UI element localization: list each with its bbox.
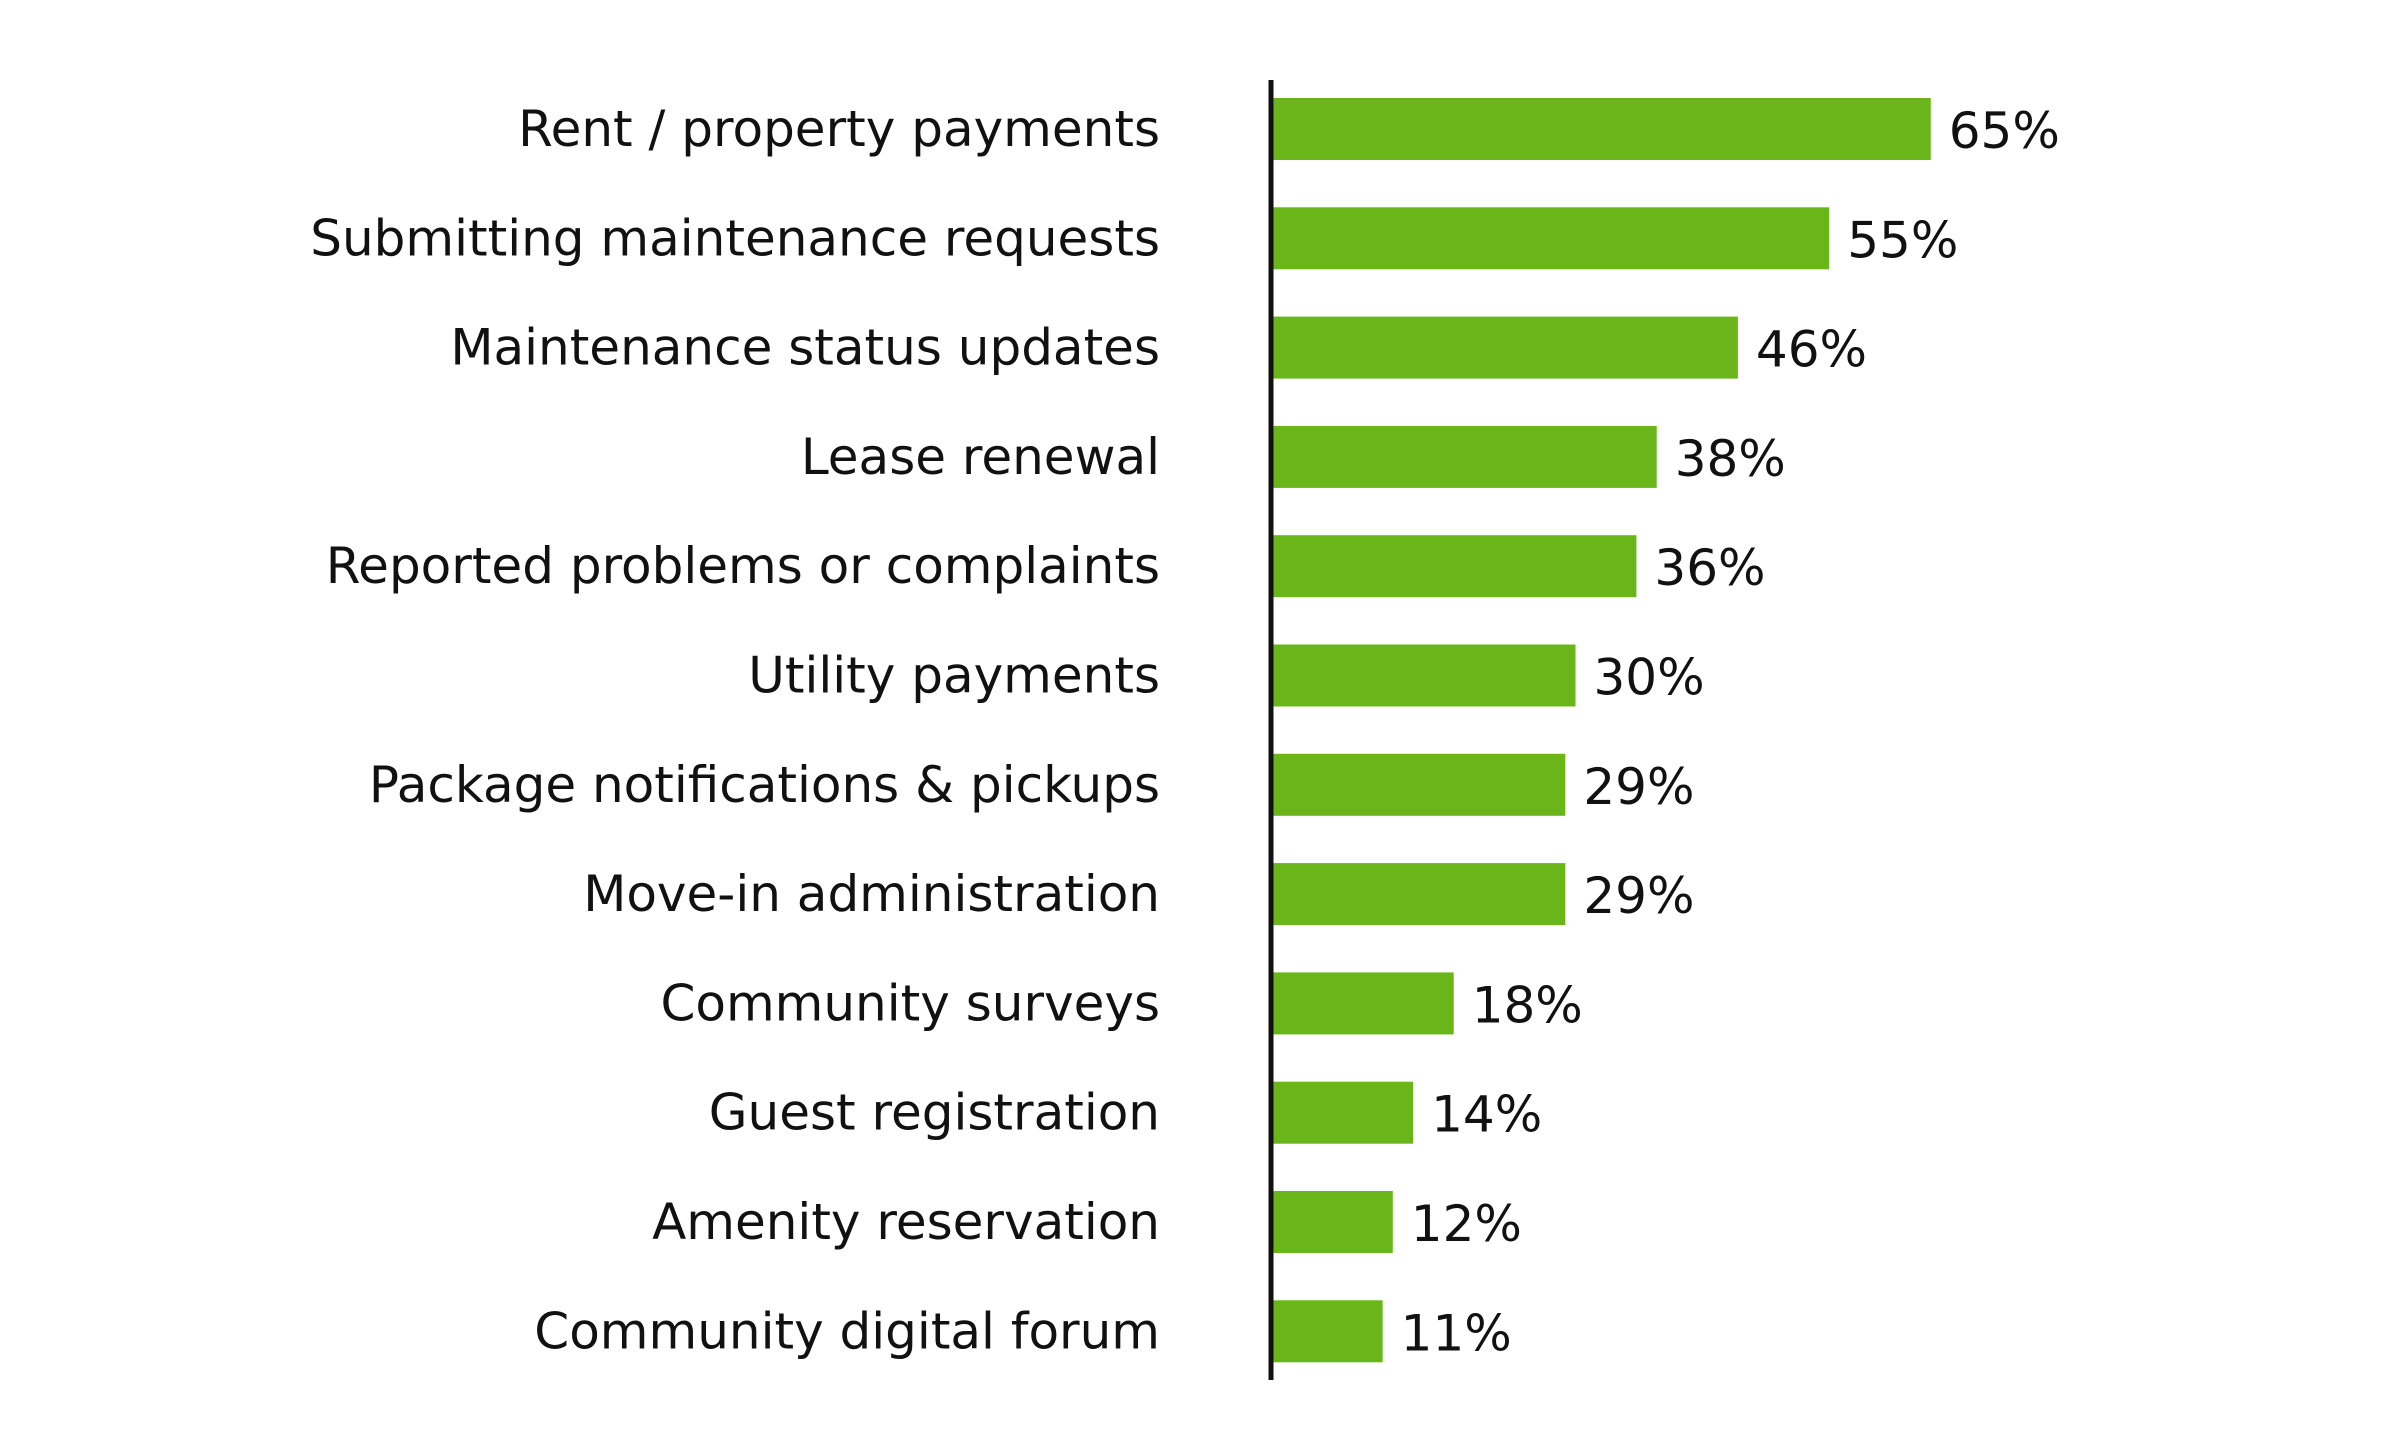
category-label: Package notifications & pickups [369, 756, 1160, 814]
value-label: 29% [1583, 758, 1694, 816]
bar [1271, 98, 1931, 160]
bar [1271, 753, 1566, 816]
category-label: Guest registration [709, 1084, 1160, 1142]
category-label: Community digital forum [534, 1302, 1160, 1360]
value-label: 29% [1583, 867, 1694, 925]
category-label: Maintenance status updates [450, 319, 1160, 377]
value-label: 12% [1411, 1195, 1522, 1253]
category-label: Amenity reservation [652, 1193, 1160, 1251]
category-label: Submitting maintenance requests [310, 209, 1160, 267]
value-label: 14% [1431, 1086, 1542, 1144]
category-label: Lease renewal [801, 428, 1160, 486]
category-label: Community surveys [660, 974, 1160, 1032]
bar [1271, 207, 1830, 270]
value-label: 36% [1654, 539, 1765, 597]
category-label: Rent / property payments [518, 100, 1160, 158]
value-label: 55% [1847, 211, 1958, 269]
category-label: Utility payments [748, 647, 1160, 705]
bar [1271, 644, 1576, 707]
value-label: 11% [1401, 1304, 1512, 1362]
bars-group [1271, 98, 1931, 1363]
value-labels-group: 65%55%46%38%36%30%29%29%18%14%12%11% [1401, 102, 2060, 1362]
bar [1271, 535, 1637, 598]
category-label: Move-in administration [583, 865, 1160, 923]
bar [1271, 972, 1454, 1035]
bar [1271, 316, 1738, 379]
value-label: 30% [1594, 649, 1705, 707]
value-label: 38% [1675, 430, 1786, 488]
value-label: 46% [1756, 321, 1867, 379]
category-label: Reported problems or complaints [326, 537, 1160, 595]
bar [1271, 1300, 1383, 1363]
value-label: 65% [1949, 102, 2060, 160]
bar [1271, 1081, 1414, 1144]
bar [1271, 863, 1566, 926]
value-label: 18% [1472, 976, 1583, 1034]
bar [1271, 1191, 1393, 1253]
category-labels-group: Rent / property payments Submitting maint… [310, 100, 1160, 1360]
bar [1271, 425, 1657, 488]
